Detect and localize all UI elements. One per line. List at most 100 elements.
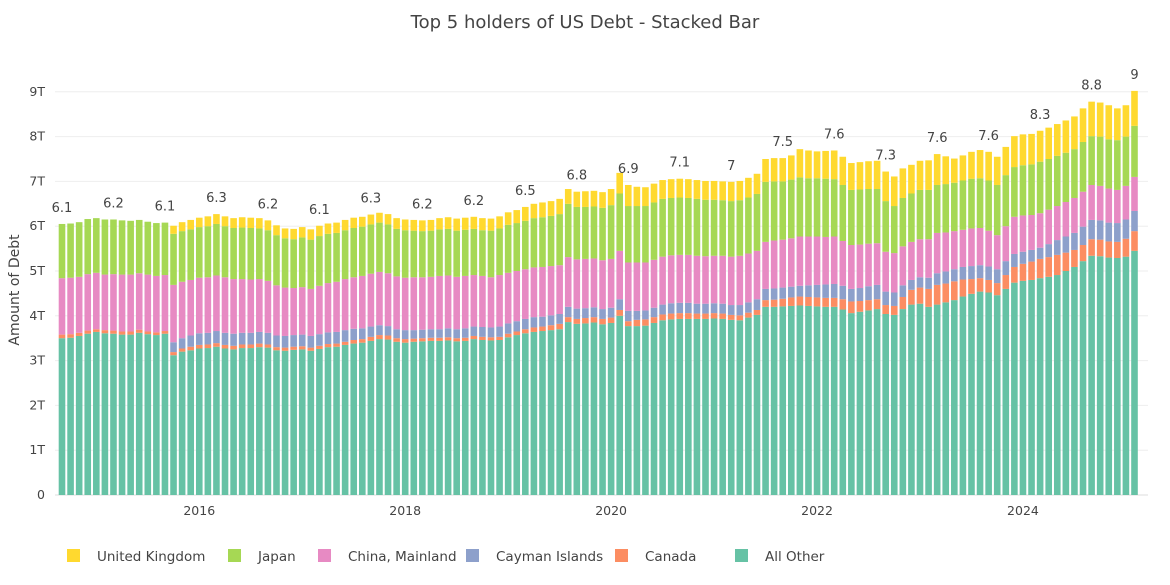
bar-segment-japan[interactable]: [556, 214, 563, 266]
bar-segment-canada[interactable]: [195, 344, 203, 349]
bar-segment-china-mainland[interactable]: [582, 258, 589, 309]
bar-segment-china-mainland[interactable]: [762, 241, 769, 289]
bar-segment-cayman-islands[interactable]: [316, 334, 323, 346]
bar-segment-japan[interactable]: [908, 193, 915, 242]
bar-segment-china-mainland[interactable]: [985, 230, 992, 267]
bar-segment-united-kingdom[interactable]: [504, 212, 512, 225]
bar-segment-china-mainland[interactable]: [856, 244, 864, 289]
bar-segment-cayman-islands[interactable]: [436, 329, 443, 338]
bar-segment-all-other[interactable]: [642, 325, 649, 495]
bar-segment-all-other[interactable]: [101, 333, 109, 495]
bar-segment-canada[interactable]: [925, 288, 932, 307]
bar-segment-china-mainland[interactable]: [230, 279, 237, 334]
bar-segment-all-other[interactable]: [1088, 255, 1095, 495]
bar-segment-canada[interactable]: [968, 279, 975, 294]
bar-segment-united-kingdom[interactable]: [530, 203, 538, 219]
bar-segment-canada[interactable]: [727, 314, 735, 320]
bar-segment-japan[interactable]: [522, 220, 529, 270]
bar-segment-china-mainland[interactable]: [1002, 226, 1010, 262]
bar-segment-china-mainland[interactable]: [1011, 216, 1018, 254]
bar-segment-china-mainland[interactable]: [830, 236, 838, 284]
bar-segment-all-other[interactable]: [564, 322, 572, 495]
bar-segment-china-mainland[interactable]: [667, 255, 675, 304]
bar-segment-all-other[interactable]: [590, 322, 598, 495]
bar-segment-japan[interactable]: [539, 217, 546, 267]
bar-segment-cayman-islands[interactable]: [341, 330, 349, 342]
bar-segment-canada[interactable]: [865, 300, 872, 311]
bar-segment-cayman-islands[interactable]: [1053, 240, 1061, 255]
bar-segment-japan[interactable]: [779, 181, 787, 240]
bar-segment-japan[interactable]: [796, 177, 804, 237]
bar-segment-cayman-islands[interactable]: [307, 335, 315, 348]
bar-segment-all-other[interactable]: [599, 324, 606, 495]
bar-segment-cayman-islands[interactable]: [522, 318, 529, 330]
bar-segment-all-other[interactable]: [779, 306, 787, 495]
bar-segment-cayman-islands[interactable]: [590, 307, 598, 318]
bar-segment-japan[interactable]: [1096, 136, 1104, 186]
bar-segment-all-other[interactable]: [1028, 279, 1035, 495]
bar-segment-china-mainland[interactable]: [1071, 197, 1078, 233]
bar-segment-cayman-islands[interactable]: [281, 335, 289, 348]
bar-segment-cayman-islands[interactable]: [685, 302, 692, 314]
bar-segment-china-mainland[interactable]: [273, 285, 280, 336]
bar-segment-canada[interactable]: [470, 335, 478, 340]
bar-segment-japan[interactable]: [273, 235, 280, 286]
bar-segment-cayman-islands[interactable]: [839, 285, 847, 300]
bar-segment-canada[interactable]: [745, 312, 752, 318]
bar-segment-all-other[interactable]: [1131, 250, 1138, 495]
bar-segment-japan[interactable]: [547, 215, 555, 267]
bar-segment-china-mainland[interactable]: [1045, 209, 1052, 245]
bar-segment-all-other[interactable]: [908, 304, 915, 495]
bar-segment-all-other[interactable]: [796, 305, 804, 495]
bar-segment-china-mainland[interactable]: [221, 277, 229, 333]
bar-segment-all-other[interactable]: [1053, 275, 1061, 495]
bar-segment-cayman-islands[interactable]: [873, 284, 881, 300]
bar-segment-china-mainland[interactable]: [916, 239, 924, 278]
bar-segment-canada[interactable]: [187, 346, 194, 351]
bar-segment-china-mainland[interactable]: [624, 262, 632, 311]
bar-segment-japan[interactable]: [710, 199, 718, 256]
bar-segment-united-kingdom[interactable]: [461, 217, 469, 230]
bar-segment-all-other[interactable]: [144, 334, 152, 495]
bar-segment-united-kingdom[interactable]: [582, 191, 589, 207]
bar-segment-united-kingdom[interactable]: [607, 189, 615, 206]
bar-segment-china-mainland[interactable]: [1053, 206, 1061, 241]
bar-segment-united-kingdom[interactable]: [1079, 108, 1087, 142]
bar-segment-japan[interactable]: [642, 206, 649, 263]
bar-segment-china-mainland[interactable]: [779, 239, 787, 288]
bar-segment-china-mainland[interactable]: [599, 260, 606, 310]
bar-segment-japan[interactable]: [281, 238, 289, 288]
bar-segment-canada[interactable]: [290, 346, 297, 350]
bar-segment-japan[interactable]: [393, 228, 400, 277]
bar-segment-united-kingdom[interactable]: [444, 217, 452, 229]
bar-segment-cayman-islands[interactable]: [453, 329, 460, 339]
bar-segment-cayman-islands[interactable]: [745, 302, 752, 313]
bar-segment-japan[interactable]: [213, 223, 220, 276]
bar-segment-china-mainland[interactable]: [719, 255, 726, 304]
bar-segment-canada[interactable]: [702, 313, 709, 319]
bar-segment-united-kingdom[interactable]: [727, 181, 735, 202]
bar-segment-canada[interactable]: [1028, 261, 1035, 280]
bar-segment-japan[interactable]: [1002, 175, 1010, 227]
bar-segment-canada[interactable]: [839, 299, 847, 310]
bar-segment-japan[interactable]: [599, 207, 606, 261]
bar-segment-china-mainland[interactable]: [213, 275, 220, 332]
bar-segment-cayman-islands[interactable]: [195, 333, 203, 345]
bar-segment-all-other[interactable]: [127, 334, 134, 495]
bar-segment-cayman-islands[interactable]: [479, 327, 486, 337]
bar-segment-japan[interactable]: [195, 227, 203, 278]
bar-segment-united-kingdom[interactable]: [693, 180, 701, 199]
bar-segment-all-other[interactable]: [933, 304, 941, 495]
bar-segment-japan[interactable]: [135, 219, 143, 274]
bar-segment-united-kingdom[interactable]: [496, 216, 503, 229]
bar-segment-china-mainland[interactable]: [376, 271, 383, 326]
bar-segment-all-other[interactable]: [470, 339, 478, 495]
bar-segment-japan[interactable]: [1114, 140, 1121, 190]
bar-segment-china-mainland[interactable]: [513, 271, 521, 322]
bar-segment-all-other[interactable]: [616, 315, 623, 495]
legend-item[interactable]: Cayman Islands: [466, 549, 603, 565]
bar-segment-all-other[interactable]: [813, 306, 821, 495]
bar-segment-cayman-islands[interactable]: [1028, 249, 1035, 262]
bar-segment-japan[interactable]: [504, 224, 512, 273]
bar-segment-cayman-islands[interactable]: [693, 303, 701, 314]
